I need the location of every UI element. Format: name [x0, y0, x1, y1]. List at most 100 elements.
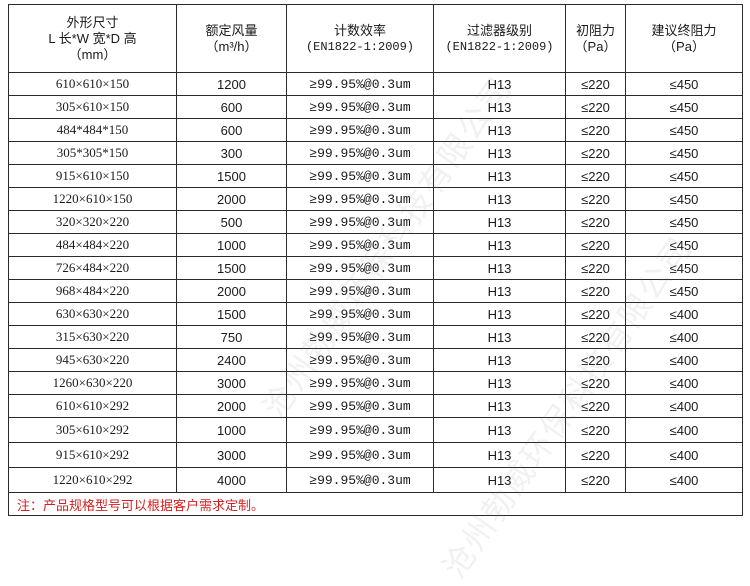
efficiency-cell: ≥99.95%@0.3um [286, 302, 434, 326]
efficiency-cell: ≥99.95%@0.3um [286, 394, 434, 418]
efficiency-cell: ≥99.95%@0.3um [286, 256, 434, 280]
initial-resistance-cell: ≤220 [565, 141, 626, 165]
final-resistance-cell: ≤400 [625, 467, 743, 493]
table-row: 1220×610×150 2000 ≥99.95%@0.3um H13 ≤220 ≤450 [8, 187, 743, 211]
final-resistance-cell: ≤450 [625, 118, 743, 142]
final-resistance-cell: ≤400 [625, 348, 743, 372]
filter-class-cell: H13 [433, 417, 566, 443]
airflow-cell: 2400 [176, 348, 287, 372]
airflow-cell: 750 [176, 325, 287, 349]
airflow-cell: 600 [176, 95, 287, 119]
filter-class-cell: H13 [433, 95, 566, 119]
table-row: 726×484×220 1500 ≥99.95%@0.3um H13 ≤220 ≤450 [8, 256, 743, 280]
filter-class-cell: H13 [433, 394, 566, 418]
dimension-cell: 484*484*150 [8, 118, 177, 142]
dimension-cell: 1220×610×150 [8, 187, 177, 211]
header-line: （Pa） [574, 38, 617, 54]
initial-resistance-cell: ≤220 [565, 467, 626, 493]
airflow-cell: 1000 [176, 233, 287, 257]
airflow-cell: 3000 [176, 442, 287, 468]
header-rated-airflow: 额定风量 （m³/h） [176, 4, 287, 73]
filter-class-cell: H13 [433, 118, 566, 142]
header-line: (EN1822-1:2009) [445, 39, 554, 54]
initial-resistance-cell: ≤220 [565, 348, 626, 372]
final-resistance-cell: ≤450 [625, 164, 743, 188]
efficiency-cell: ≥99.95%@0.3um [286, 279, 434, 303]
initial-resistance-cell: ≤220 [565, 118, 626, 142]
table-row: 1260×630×220 3000 ≥99.95%@0.3um H13 ≤220 ≤400 [8, 371, 743, 395]
dimension-cell: 315×630×220 [8, 325, 177, 349]
table-row: 305×610×292 1000 ≥99.95%@0.3um H13 ≤220 ≤400 [8, 417, 743, 443]
dimension-cell: 610×610×150 [8, 72, 177, 96]
final-resistance-cell: ≤400 [625, 302, 743, 326]
initial-resistance-cell: ≤220 [565, 371, 626, 395]
header-line: (EN1822-1:2009) [305, 39, 415, 54]
header-line: （m³/h） [205, 38, 258, 54]
header-line: 计数效率 [333, 22, 386, 38]
filter-class-cell: H13 [433, 256, 566, 280]
header-dimensions: 外形尺寸 L 长*W 宽*D 高（mm） [8, 4, 177, 73]
dimension-cell: 945×630×220 [8, 348, 177, 372]
final-resistance-cell: ≤400 [625, 371, 743, 395]
note-row: 注：产品规格型号可以根据客户需求定制。 [8, 492, 743, 516]
efficiency-cell: ≥99.95%@0.3um [286, 442, 434, 468]
efficiency-cell: ≥99.95%@0.3um [286, 118, 434, 142]
filter-class-cell: H13 [433, 210, 566, 234]
final-resistance-cell: ≤400 [625, 417, 743, 443]
dimension-cell: 484×484×220 [8, 233, 177, 257]
header-efficiency: 计数效率 (EN1822-1:2009) [286, 4, 434, 73]
table-row: 305*305*150 300 ≥99.95%@0.3um H13 ≤220 ≤450 [8, 141, 743, 165]
efficiency-cell: ≥99.95%@0.3um [286, 210, 434, 234]
customization-note: 注：产品规格型号可以根据客户需求定制。 [8, 492, 743, 516]
final-resistance-cell: ≤450 [625, 256, 743, 280]
dimension-cell: 1260×630×220 [8, 371, 177, 395]
dimension-cell: 630×630×220 [8, 302, 177, 326]
initial-resistance-cell: ≤220 [565, 95, 626, 119]
final-resistance-cell: ≤400 [625, 394, 743, 418]
filter-spec-table: 外形尺寸 L 长*W 宽*D 高（mm） 额定风量 （m³/h） 计数效率 (EN1822… [8, 4, 743, 516]
initial-resistance-cell: ≤220 [565, 164, 626, 188]
header-line: 建议终阻力 [651, 22, 717, 38]
dimension-cell: 915×610×150 [8, 164, 177, 188]
filter-class-cell: H13 [433, 141, 566, 165]
table-row: 610×610×150 1200 ≥99.95%@0.3um H13 ≤220 ≤450 [8, 72, 743, 96]
final-resistance-cell: ≤400 [625, 325, 743, 349]
initial-resistance-cell: ≤220 [565, 417, 626, 443]
table-row: 1220×610×292 4000 ≥99.95%@0.3um H13 ≤220 ≤400 [8, 467, 743, 493]
table-row: 968×484×220 2000 ≥99.95%@0.3um H13 ≤220 ≤450 [8, 279, 743, 303]
efficiency-cell: ≥99.95%@0.3um [286, 233, 434, 257]
airflow-cell: 4000 [176, 467, 287, 493]
dimension-cell: 320×320×220 [8, 210, 177, 234]
filter-class-cell: H13 [433, 72, 566, 96]
initial-resistance-cell: ≤220 [565, 72, 626, 96]
table-row: 915×610×292 3000 ≥99.95%@0.3um H13 ≤220 ≤400 [8, 442, 743, 468]
airflow-cell: 1000 [176, 417, 287, 443]
initial-resistance-cell: ≤220 [565, 302, 626, 326]
final-resistance-cell: ≤450 [625, 210, 743, 234]
spec-sheet: 外形尺寸 L 长*W 宽*D 高（mm） 额定风量 （m³/h） 计数效率 (EN1822… [8, 4, 743, 516]
efficiency-cell: ≥99.95%@0.3um [286, 95, 434, 119]
table-body: 610×610×150 1200 ≥99.95%@0.3um H13 ≤220 ≤450 3… [8, 72, 743, 493]
header-filter-class: 过滤器级别 (EN1822-1:2009) [433, 4, 566, 73]
final-resistance-cell: ≤450 [625, 233, 743, 257]
table-row: 945×630×220 2400 ≥99.95%@0.3um H13 ≤220 ≤400 [8, 348, 743, 372]
efficiency-cell: ≥99.95%@0.3um [286, 371, 434, 395]
header-row: 外形尺寸 L 长*W 宽*D 高（mm） 额定风量 （m³/h） 计数效率 (EN1822… [8, 4, 743, 73]
initial-resistance-cell: ≤220 [565, 442, 626, 468]
airflow-cell: 300 [176, 141, 287, 165]
efficiency-cell: ≥99.95%@0.3um [286, 187, 434, 211]
airflow-cell: 1500 [176, 302, 287, 326]
initial-resistance-cell: ≤220 [565, 256, 626, 280]
header-line: 额定风量 [205, 22, 258, 38]
final-resistance-cell: ≤450 [625, 279, 743, 303]
table-row: 320×320×220 500 ≥99.95%@0.3um H13 ≤220 ≤450 [8, 210, 743, 234]
table-row: 630×630×220 1500 ≥99.95%@0.3um H13 ≤220 ≤400 [8, 302, 743, 326]
filter-class-cell: H13 [433, 164, 566, 188]
header-line: 外形尺寸 [66, 14, 119, 30]
initial-resistance-cell: ≤220 [565, 210, 626, 234]
table-row: 610×610×292 2000 ≥99.95%@0.3um H13 ≤220 ≤400 [8, 394, 743, 418]
filter-class-cell: H13 [433, 233, 566, 257]
table-row: 484*484*150 600 ≥99.95%@0.3um H13 ≤220 ≤450 [8, 118, 743, 142]
filter-class-cell: H13 [433, 187, 566, 211]
dimension-cell: 915×610×292 [8, 442, 177, 468]
